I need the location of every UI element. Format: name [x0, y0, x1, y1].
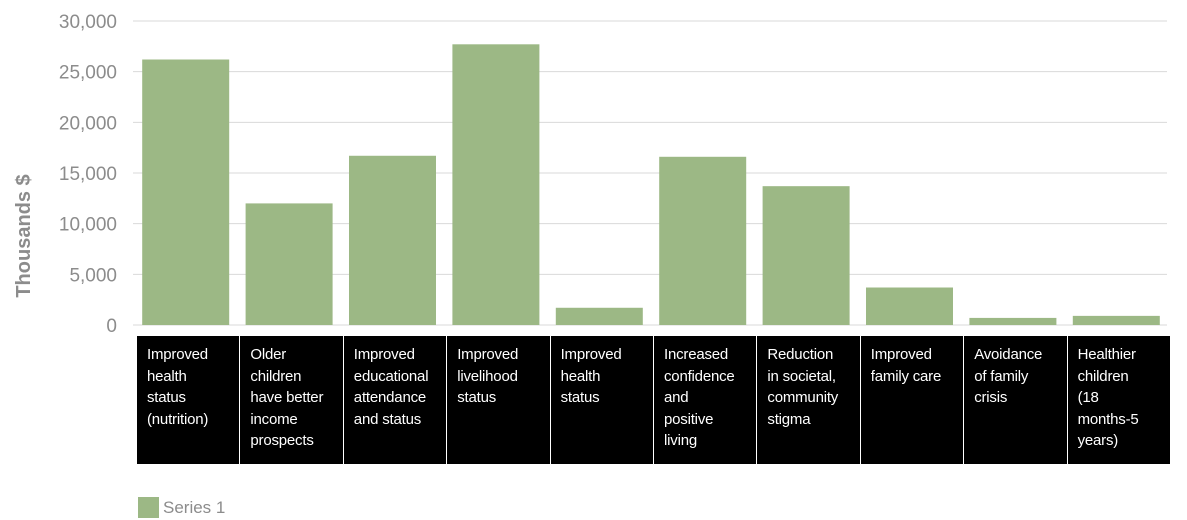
x-category-cell: Improved livelihood status — [447, 336, 550, 464]
x-category-cell: Reduction in societal, community stigma — [757, 336, 860, 464]
x-tick-label: Improved educational attendance and stat… — [353, 346, 429, 428]
y-tick-label: 5,000 — [69, 265, 117, 286]
y-tick-label: 25,000 — [59, 63, 117, 84]
bar — [452, 44, 540, 325]
x-category-cell: Improved health status (nutrition) — [137, 336, 240, 464]
x-tick-label: Improved family care — [870, 346, 942, 385]
x-category-cell: Improved health status — [550, 336, 653, 464]
x-tick-label: Increased confidence and positive living — [664, 346, 735, 449]
x-tick-label: Avoidance of family crisis — [974, 346, 1043, 406]
x-tick-label: Improved health status (nutrition) — [147, 346, 209, 428]
legend-swatch — [138, 497, 159, 518]
x-tick-label: Improved livelihood status — [457, 346, 519, 406]
x-tick-label: Older children have better income prospe… — [250, 346, 324, 449]
bar — [555, 307, 643, 325]
y-tick-label: 30,000 — [59, 12, 117, 33]
x-category-cell: Increased confidence and positive living — [654, 336, 757, 464]
bar — [245, 203, 333, 325]
x-category-cell: Avoidance of family crisis — [964, 336, 1067, 464]
legend: Series 1 — [138, 497, 225, 518]
bar — [762, 186, 850, 325]
x-category-cell: Healthier children (18 months-5 years) — [1067, 336, 1170, 464]
bar — [142, 59, 230, 326]
y-tick-labels: 0 5,000 10,000 15,000 20,000 25,000 30,000 — [59, 12, 117, 337]
y-tick-label: 0 — [106, 316, 117, 337]
y-axis-label: Thousands $ — [13, 174, 35, 297]
x-tick-label: Healthier children (18 months-5 years) — [1077, 346, 1139, 449]
y-tick-label: 10,000 — [59, 215, 117, 236]
x-category-cell: Improved educational attendance and stat… — [343, 336, 447, 464]
x-category-cell: Older children have better income prospe… — [240, 336, 343, 464]
bars — [142, 44, 1160, 326]
bar — [969, 317, 1057, 325]
bar — [1072, 315, 1160, 325]
x-category-cell: Improved family care — [860, 336, 964, 464]
x-tick-label: Reduction in societal, community stigma — [767, 346, 839, 428]
bar — [349, 155, 436, 325]
x-tick-label: Improved health status — [560, 346, 622, 406]
y-tick-label: 20,000 — [59, 113, 117, 134]
bar — [659, 156, 747, 325]
bar — [866, 287, 953, 325]
y-tick-label: 15,000 — [59, 164, 117, 185]
legend-label: Series 1 — [163, 497, 226, 517]
